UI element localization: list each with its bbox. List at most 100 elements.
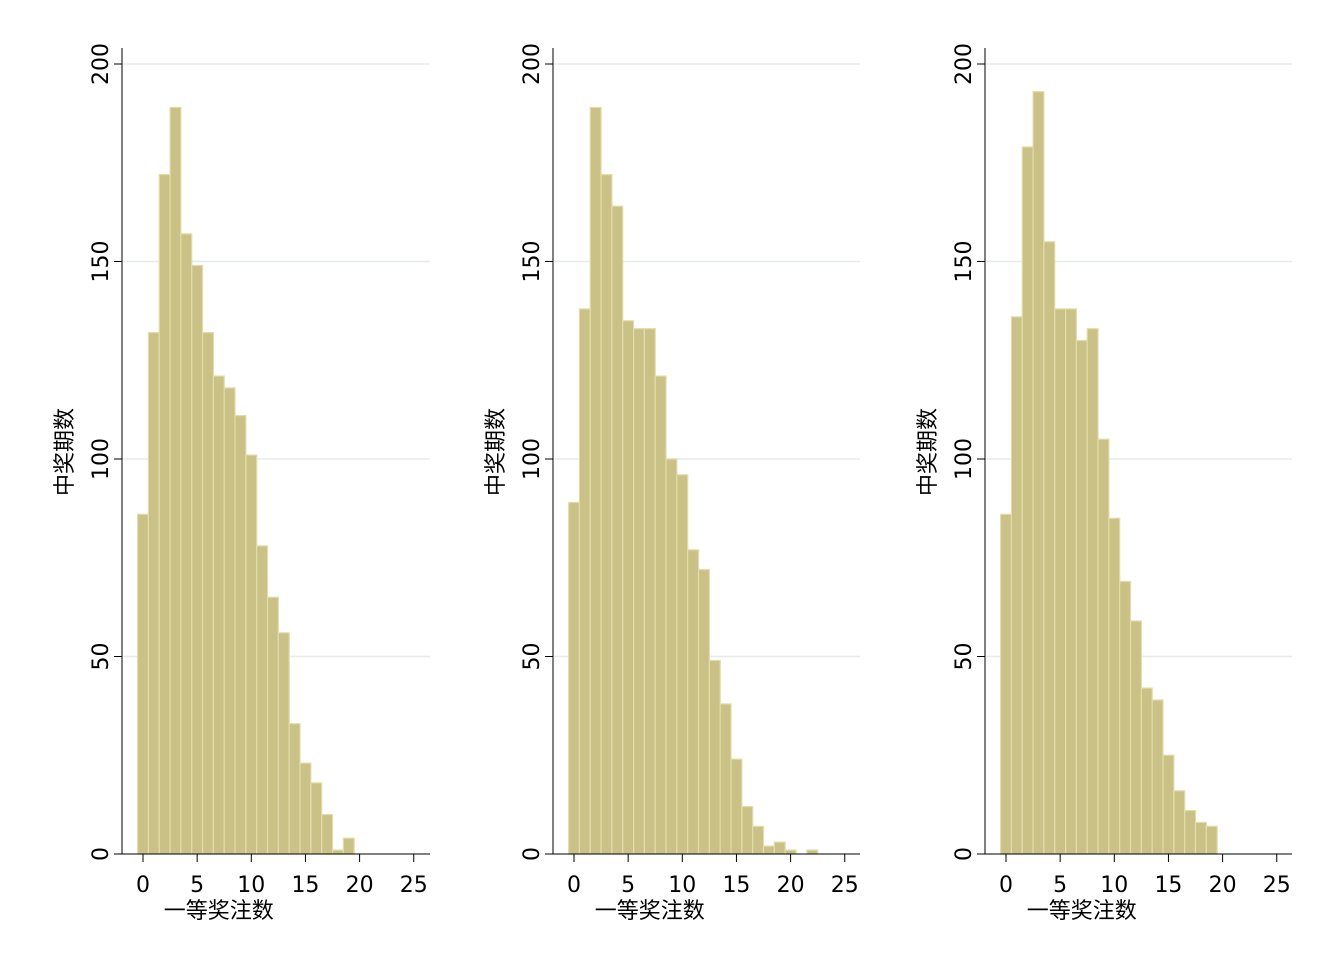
histogram-bar xyxy=(622,320,635,855)
x-tick-label: 5 xyxy=(190,873,204,898)
y-tick-label: 100 xyxy=(952,438,977,480)
x-tick-label: 10 xyxy=(237,873,265,898)
histogram-bar xyxy=(331,849,344,855)
histogram-bar xyxy=(730,758,743,855)
y-axis-title: 中奖期数 xyxy=(53,408,78,496)
histogram-bar xyxy=(773,841,786,855)
histogram-panel-2: 0 50 100 150 200 0 5 10 15 20 25 一等奖注数 中奖期数 xyxy=(484,43,860,924)
x-axis-title: 一等奖注数 xyxy=(595,899,705,924)
histogram-bar xyxy=(578,308,591,855)
histogram-bar xyxy=(299,762,312,855)
histogram-bar xyxy=(632,328,645,855)
histogram-bar xyxy=(1097,438,1110,855)
histogram-bar xyxy=(288,723,301,855)
histogram-bar xyxy=(169,106,182,855)
histogram-bar xyxy=(1184,809,1197,855)
x-axis-title: 一等奖注数 xyxy=(1027,899,1137,924)
histogram-bar xyxy=(697,568,710,855)
histogram-bar xyxy=(654,375,667,855)
y-tick-label: 50 xyxy=(952,643,977,671)
y-tick-label: 100 xyxy=(520,438,545,480)
histogram-bar xyxy=(310,782,323,855)
histogram-bar xyxy=(180,233,193,855)
histogram-bar xyxy=(687,549,700,855)
y-tick-label: 100 xyxy=(89,438,114,480)
x-tick-label: 5 xyxy=(1053,873,1067,898)
histogram-bar xyxy=(1075,339,1088,855)
histogram-bar xyxy=(643,328,656,855)
histogram-bar xyxy=(136,513,150,855)
y-tick-label: 150 xyxy=(952,241,977,283)
histogram-bar xyxy=(1119,580,1132,855)
histogram-bar xyxy=(1140,687,1153,855)
histogram-bar xyxy=(1194,821,1207,855)
histogram-bar xyxy=(1010,316,1023,855)
histogram-bar xyxy=(1162,754,1175,855)
histogram-panel-3: 0 50 100 150 200 0 5 10 15 20 25 一等奖注数 中奖期数 xyxy=(916,43,1292,924)
histogram-bar xyxy=(1129,620,1142,855)
histogram-bar xyxy=(223,387,236,855)
histogram-bar xyxy=(1021,146,1034,855)
x-tick-label: 15 xyxy=(722,873,750,898)
histogram-bar xyxy=(589,106,602,855)
x-tick-label: 20 xyxy=(1209,873,1237,898)
x-tick-label: 25 xyxy=(831,873,859,898)
histogram-bar xyxy=(708,659,721,855)
y-tick-label: 0 xyxy=(520,847,545,861)
y-tick-label: 0 xyxy=(89,847,114,861)
histogram-bar xyxy=(277,632,290,855)
x-tick-label: 15 xyxy=(1154,873,1182,898)
x-tick-label: 25 xyxy=(400,873,428,898)
histogram-bar xyxy=(1032,91,1045,855)
x-axis-title: 一等奖注数 xyxy=(164,899,274,924)
x-tick-label: 25 xyxy=(1263,873,1291,898)
histogram-bar xyxy=(245,454,258,855)
histogram-bar xyxy=(147,332,160,855)
x-tick-label: 20 xyxy=(346,873,374,898)
histogram-bar xyxy=(1151,699,1164,855)
histogram-bar xyxy=(762,845,775,855)
y-tick-label: 50 xyxy=(520,643,545,671)
histogram-bar xyxy=(784,849,797,855)
y-tick-label: 200 xyxy=(520,43,545,85)
histogram-bar xyxy=(741,805,754,855)
histogram-bar xyxy=(191,264,204,855)
histogram-bar xyxy=(234,414,247,855)
histogram-bar xyxy=(676,474,689,855)
histogram-bar xyxy=(567,501,581,855)
x-tick-label: 15 xyxy=(291,873,319,898)
histogram-bar xyxy=(1086,328,1099,855)
histogram-bar xyxy=(266,596,279,855)
y-tick-label: 0 xyxy=(952,847,977,861)
histogram-bar xyxy=(719,703,732,855)
y-tick-label: 200 xyxy=(89,43,114,85)
histogram-bar xyxy=(256,545,269,855)
histogram-panel-1: 0 50 100 150 200 0 5 10 15 20 25 一等奖注数 中奖期数 xyxy=(53,43,430,924)
histogram-bar xyxy=(201,332,214,855)
histogram-bar xyxy=(1054,308,1067,855)
histogram-bar xyxy=(321,813,334,855)
x-tick-label: 0 xyxy=(999,873,1013,898)
histogram-bar xyxy=(1043,241,1056,855)
x-tick-label: 10 xyxy=(668,873,696,898)
histogram-bar xyxy=(158,174,171,855)
y-axis-title: 中奖期数 xyxy=(484,408,509,496)
y-tick-label: 200 xyxy=(952,43,977,85)
histogram-bar xyxy=(665,458,678,855)
x-tick-label: 10 xyxy=(1100,873,1128,898)
y-tick-label: 50 xyxy=(89,643,114,671)
histogram-bar xyxy=(342,837,355,855)
histogram-bar xyxy=(999,513,1013,855)
histogram-bar xyxy=(806,849,819,855)
x-tick-label: 20 xyxy=(777,873,805,898)
histogram-bar xyxy=(600,174,613,855)
x-tick-label: 0 xyxy=(136,873,150,898)
y-tick-label: 150 xyxy=(89,241,114,283)
y-axis-title: 中奖期数 xyxy=(916,408,941,496)
histogram-bar xyxy=(212,375,225,855)
histogram-bar xyxy=(1108,517,1121,855)
x-tick-label: 0 xyxy=(567,873,581,898)
y-tick-label: 150 xyxy=(520,241,545,283)
histogram-bar xyxy=(752,825,765,855)
